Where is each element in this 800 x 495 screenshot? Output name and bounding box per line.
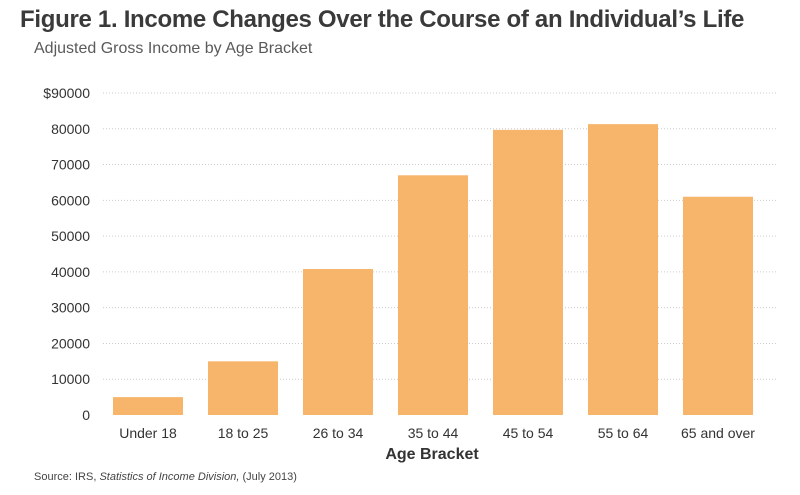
x-axis-label: Age Bracket xyxy=(385,446,479,463)
source-publication: Statistics of Income Division, xyxy=(99,471,240,483)
source-note: Source: IRS, Statistics of Income Divisi… xyxy=(34,471,297,483)
bar xyxy=(208,361,278,415)
bar xyxy=(683,196,753,415)
y-tick-label: 60000 xyxy=(51,192,90,208)
bar xyxy=(113,397,183,415)
y-tick-label: 40000 xyxy=(51,264,90,280)
y-tick-label: 20000 xyxy=(51,335,90,351)
bar xyxy=(398,175,468,415)
bar xyxy=(303,269,373,415)
x-tick-label: 35 to 44 xyxy=(408,425,459,441)
x-tick-label: Under 18 xyxy=(119,425,177,441)
y-tick-label: 50000 xyxy=(51,228,90,244)
bar xyxy=(493,129,563,415)
x-axis-ticks: Under 18 18 to 25 26 to 34 35 to 44 45 to 54… xyxy=(119,425,755,441)
y-tick-label: 80000 xyxy=(51,121,90,137)
y-tick-label: 70000 xyxy=(51,157,90,173)
source-date: (July 2013) xyxy=(242,471,297,483)
x-tick-label: 55 to 64 xyxy=(598,425,649,441)
x-tick-label: 26 to 34 xyxy=(313,425,364,441)
y-tick-label: 10000 xyxy=(51,371,90,387)
x-tick-label: 45 to 54 xyxy=(503,425,554,441)
x-tick-label: 18 to 25 xyxy=(218,425,269,441)
source-text: IRS, xyxy=(74,471,97,483)
y-tick-label: 30000 xyxy=(51,300,90,316)
chart-title: Figure 1. Income Changes Over the Course… xyxy=(20,6,745,33)
bar xyxy=(588,124,658,416)
bars xyxy=(113,124,753,416)
y-tick-label: $90000 xyxy=(43,85,90,101)
chart-subtitle: Adjusted Gross Income by Age Bracket xyxy=(34,40,313,57)
x-tick-label: 65 and over xyxy=(681,425,755,441)
y-tick-label: 0 xyxy=(82,407,90,423)
source-label: Source: xyxy=(34,471,72,483)
y-axis-ticks: 0 10000 20000 30000 40000 50000 60000 70000 8000… xyxy=(43,85,90,423)
